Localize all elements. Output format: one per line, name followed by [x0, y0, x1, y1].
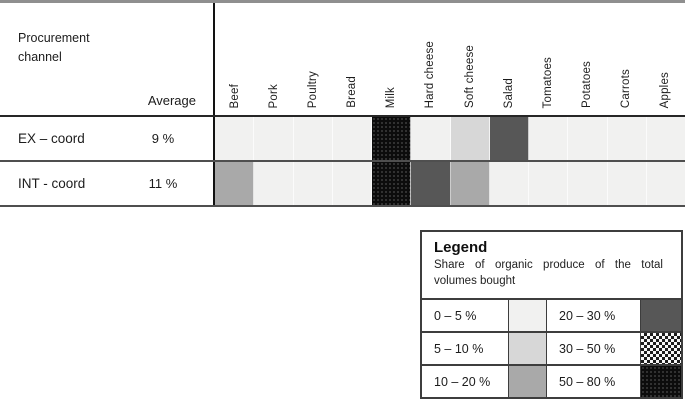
procurement-heatmap-table: Procurement channel Average Beef Pork Poul…: [0, 0, 685, 207]
column-header: Soft cheese: [450, 3, 489, 115]
column-header-label: Salad: [502, 77, 515, 108]
table-header-row: Procurement channel Average Beef Pork Poul…: [0, 3, 685, 117]
legend-row: 5 – 10 % 30 – 50 %: [422, 331, 681, 364]
row-label: EX – coord: [18, 131, 85, 146]
column-header-label: Milk: [385, 86, 398, 108]
legend-swatch: [508, 333, 546, 364]
legend-label: 30 – 50 %: [546, 333, 640, 364]
column-header-label: Tomatoes: [541, 56, 554, 108]
heatmap-cell: [411, 117, 451, 160]
heatmap-cell: [529, 162, 569, 205]
column-header-label: Potatoes: [581, 61, 594, 108]
column-header: Pork: [254, 3, 293, 115]
heatmap-cell: [372, 117, 412, 160]
legend-label: 20 – 30 %: [546, 300, 640, 331]
legend-swatch: [640, 333, 681, 364]
heatmap-cell: [489, 117, 529, 160]
column-header-label: Beef: [228, 83, 241, 108]
legend-label: 50 – 80 %: [546, 366, 640, 397]
heatmap-cell: [254, 162, 294, 205]
column-header: Hard cheese: [411, 3, 450, 115]
matrix-row: EX – coord 9 %: [0, 117, 685, 162]
column-header-label: Carrots: [620, 68, 633, 108]
heatmap-cell: [646, 117, 685, 160]
row-label-cell: EX – coord 9 %: [0, 117, 215, 160]
column-header: Carrots: [607, 3, 646, 115]
heatmap-cell: [293, 117, 333, 160]
legend-swatch: [640, 300, 681, 331]
legend-box: Legend Share of organic produce of the t…: [420, 230, 683, 399]
heatmap-cell: [293, 162, 333, 205]
column-header-label: Apples: [659, 71, 672, 108]
legend-row: 10 – 20 % 50 – 80 %: [422, 364, 681, 397]
legend-title: Legend: [434, 239, 488, 256]
legend-swatch: [508, 300, 546, 331]
column-header: Salad: [489, 3, 528, 115]
legend-swatch: [508, 366, 546, 397]
column-header-label: Pork: [267, 83, 280, 108]
column-header: Milk: [372, 3, 411, 115]
matrix-row: INT - coord 11 %: [0, 162, 685, 207]
column-header: Beef: [215, 3, 254, 115]
column-headers: Beef Pork Poultry Bread Milk Hard cheese Soft …: [215, 3, 685, 115]
matrix-rows: EX – coord 9 % INT - coord 11 %: [0, 117, 685, 207]
heatmap-cell: [568, 117, 608, 160]
heatmap-cell: [215, 117, 255, 160]
legend-label: 5 – 10 %: [434, 341, 484, 356]
legend-description: Share of organic produce of the total vo…: [434, 259, 663, 287]
column-header: Potatoes: [568, 3, 607, 115]
legend-grid: 0 – 5 % 20 – 30 % 5 – 10 % 30 – 50 % 10 – 20…: [422, 298, 681, 397]
row-label: INT - coord: [18, 176, 86, 191]
heatmap-cell: [489, 162, 529, 205]
column-header-label: Bread: [346, 76, 359, 108]
heatmap-cell: [568, 162, 608, 205]
legend-swatch: [640, 366, 681, 397]
legend-header: Legend Share of organic produce of the t…: [422, 232, 681, 298]
heatmap-cell: [332, 162, 372, 205]
column-header: Bread: [333, 3, 372, 115]
heatmap-cell: [450, 162, 490, 205]
row-average-value: 9 %: [151, 131, 175, 146]
legend-label: 0 – 5 %: [434, 308, 477, 323]
table-corner-cell: Procurement channel Average: [0, 3, 215, 115]
heatmap-cell: [372, 162, 412, 205]
legend-label: 10 – 20 %: [434, 374, 491, 389]
heatmap-cell: [607, 162, 647, 205]
column-header-label: Hard cheese: [424, 40, 437, 108]
column-header: Poultry: [293, 3, 332, 115]
corner-title: Procurement channel: [18, 31, 90, 64]
row-label-cell: INT - coord 11 %: [0, 162, 215, 205]
column-header-label: Soft cheese: [463, 45, 476, 108]
average-column-header: Average: [147, 93, 196, 108]
heatmap-cell: [215, 162, 255, 205]
heatmap-cell: [254, 117, 294, 160]
legend-row: 0 – 5 % 20 – 30 %: [422, 298, 681, 331]
heatmap-cell: [607, 117, 647, 160]
heatmap-cell: [411, 162, 451, 205]
column-header: Tomatoes: [528, 3, 567, 115]
column-header: Apples: [646, 3, 685, 115]
heatmap-cell: [332, 117, 372, 160]
heatmap-cell: [529, 117, 569, 160]
column-header-label: Poultry: [306, 70, 319, 108]
heatmap-cell: [450, 117, 490, 160]
row-average-value: 11 %: [148, 176, 178, 191]
heatmap-cell: [646, 162, 685, 205]
